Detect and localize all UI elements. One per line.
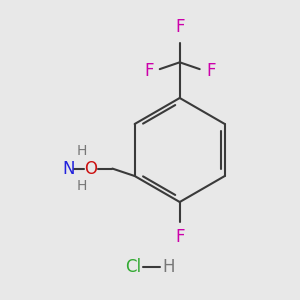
Text: F: F <box>144 62 154 80</box>
Text: O: O <box>85 160 98 178</box>
Text: H: H <box>77 144 87 158</box>
Text: F: F <box>206 62 215 80</box>
Text: F: F <box>175 18 184 36</box>
Text: F: F <box>175 228 184 246</box>
Text: N: N <box>62 160 75 178</box>
Text: H: H <box>77 179 87 193</box>
Text: Cl: Cl <box>125 258 141 276</box>
Text: H: H <box>163 258 175 276</box>
